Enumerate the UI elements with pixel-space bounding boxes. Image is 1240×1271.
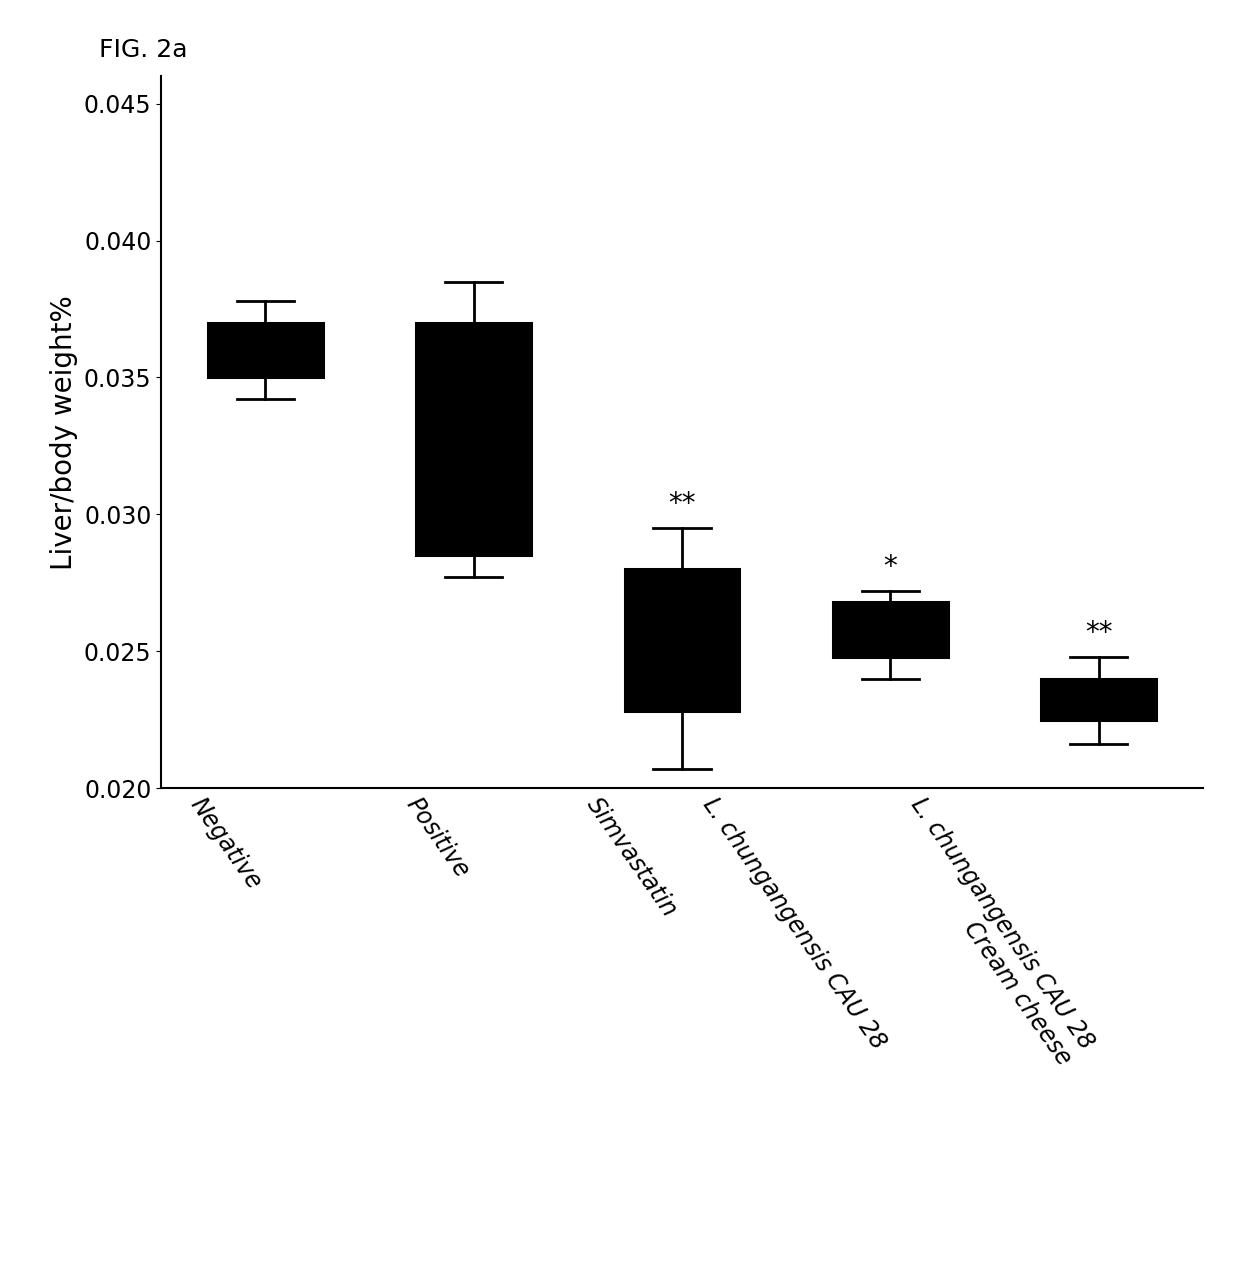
PathPatch shape	[625, 569, 739, 712]
PathPatch shape	[417, 323, 531, 555]
Text: FIG. 2a: FIG. 2a	[99, 38, 187, 62]
Text: **: **	[668, 491, 696, 519]
Text: *: *	[883, 553, 898, 581]
PathPatch shape	[1042, 679, 1156, 719]
Text: **: **	[1085, 619, 1112, 647]
PathPatch shape	[833, 602, 947, 657]
PathPatch shape	[208, 323, 322, 377]
Y-axis label: Liver/body weight%: Liver/body weight%	[51, 295, 78, 569]
